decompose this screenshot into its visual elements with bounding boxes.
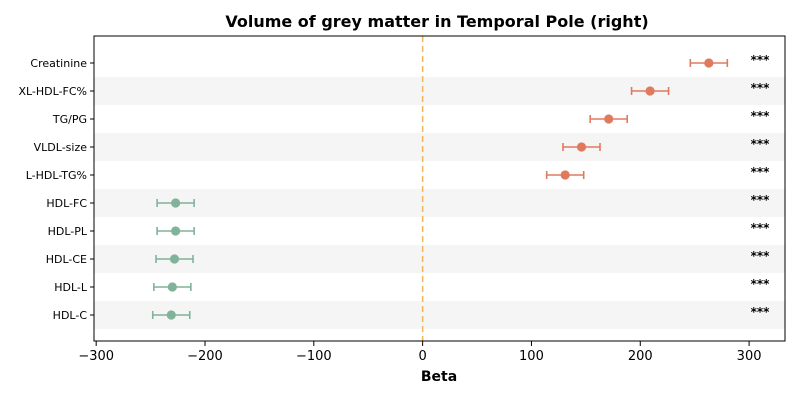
x-tick-label: 0 bbox=[418, 349, 426, 364]
plot-frame bbox=[93, 35, 786, 342]
row-band bbox=[94, 189, 785, 217]
x-tick-label: −100 bbox=[296, 349, 332, 364]
point-estimate bbox=[171, 198, 181, 208]
chart-title: Volume of grey matter in Temporal Pole (… bbox=[225, 12, 648, 31]
significance-label: *** bbox=[751, 137, 771, 151]
y-tick-label: TG/PG bbox=[52, 113, 87, 126]
significance-label: *** bbox=[751, 81, 771, 95]
y-tick-label: L-HDL-TG% bbox=[26, 169, 87, 182]
x-tick-label: 300 bbox=[737, 349, 762, 364]
y-tick-label: HDL-C bbox=[53, 309, 88, 322]
x-axis-ticks: −300 −200 −100 0 100 200 300 bbox=[78, 341, 762, 364]
significance-label: *** bbox=[751, 305, 771, 319]
x-tick-label: −200 bbox=[187, 349, 223, 364]
point-estimate bbox=[604, 114, 614, 124]
y-axis-ticks: Creatinine XL-HDL-FC% TG/PG VLDL-size L-HDL-… bbox=[18, 57, 94, 322]
x-axis-label: Beta bbox=[421, 369, 457, 385]
point-estimate bbox=[704, 58, 714, 68]
significance-label: *** bbox=[751, 109, 771, 123]
significance-label: *** bbox=[751, 53, 771, 67]
x-tick-label: 100 bbox=[519, 349, 544, 364]
x-tick-label: −300 bbox=[78, 349, 114, 364]
row-band bbox=[94, 133, 785, 161]
point-estimate bbox=[171, 226, 181, 236]
row-bands bbox=[94, 77, 785, 329]
y-tick-label: XL-HDL-FC% bbox=[18, 85, 87, 98]
point-estimate bbox=[645, 86, 655, 96]
y-tick-label: HDL-FC bbox=[46, 197, 87, 210]
row-band bbox=[94, 245, 785, 273]
data-marks: *** *** *** *** *** *** *** *** *** *** bbox=[151, 53, 771, 320]
point-estimate bbox=[560, 170, 570, 180]
significance-label: *** bbox=[751, 277, 771, 291]
y-tick-label: HDL-L bbox=[54, 281, 88, 294]
significance-label: *** bbox=[751, 221, 771, 235]
row-band bbox=[94, 301, 785, 329]
significance-label: *** bbox=[751, 249, 771, 263]
point-estimate bbox=[576, 142, 587, 152]
point-estimate bbox=[169, 254, 180, 264]
y-tick-label: HDL-CE bbox=[46, 253, 87, 266]
row-band bbox=[94, 77, 785, 105]
point-estimate bbox=[167, 282, 177, 292]
significance-label: *** bbox=[751, 193, 771, 207]
point-estimate bbox=[166, 310, 176, 320]
y-tick-label: HDL-PL bbox=[48, 225, 88, 238]
y-tick-label: VLDL-size bbox=[34, 141, 88, 154]
significance-label: *** bbox=[751, 165, 771, 179]
x-tick-label: 200 bbox=[628, 349, 653, 364]
y-tick-label: Creatinine bbox=[30, 57, 87, 70]
